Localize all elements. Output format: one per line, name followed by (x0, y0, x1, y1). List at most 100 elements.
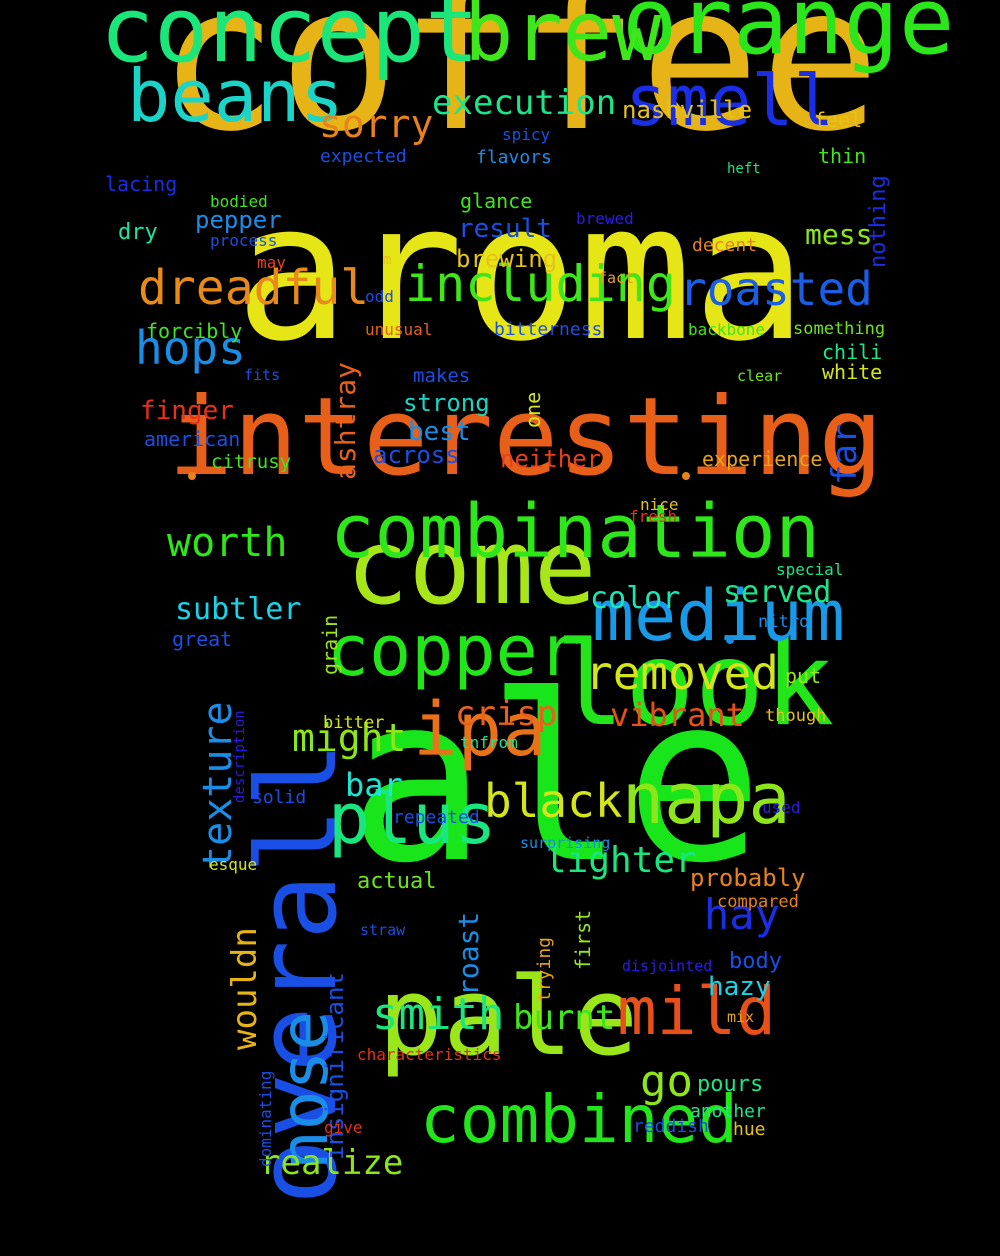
cloud-word-combination: combination (330, 488, 821, 575)
cloud-word-wouldn: wouldn (225, 927, 265, 1050)
cloud-word-give: give (324, 1118, 363, 1138)
cloud-word-lacing: lacing (105, 172, 178, 196)
cloud-word-compared: compared (717, 892, 799, 913)
cloud-word-backbone: backbone (688, 320, 766, 340)
cloud-word-result: result (458, 214, 552, 245)
cloud-word-ale: ale (348, 647, 764, 914)
cloud-word-description: description (232, 710, 248, 803)
cloud-word-citrusy: citrusy (211, 450, 292, 473)
cloud-word-m: m (383, 251, 392, 268)
cloud-dot (188, 472, 196, 480)
cloud-word-ashtray: ashtray (329, 361, 362, 480)
cloud-word-one: one (521, 391, 545, 428)
cloud-word-great: great (172, 627, 233, 651)
cloud-word-finger: finger (140, 396, 234, 427)
cloud-word-dominating: dominating (256, 1070, 275, 1167)
cloud-word-including: including (405, 255, 676, 313)
cloud-word-reddish: reddish (633, 1115, 709, 1137)
cloud-word-first: first (571, 909, 595, 970)
cloud-word-execution: execution (432, 82, 617, 123)
cloud-dot (682, 472, 690, 480)
cloud-word-nice: nice (640, 495, 679, 515)
cloud-word-feel: feel (814, 108, 863, 132)
cloud-word-realize: realize (260, 1142, 404, 1183)
cloud-word-copper: copper (327, 610, 580, 692)
cloud-word-plus: plus (328, 778, 497, 860)
cloud-word-across: across (373, 440, 460, 469)
cloud-word-worth: worth (167, 520, 288, 566)
cloud-word-subtler: subtler (175, 592, 302, 627)
cloud-word-grain: grain (318, 614, 342, 675)
cloud-word-pepper: pepper (195, 205, 282, 234)
cloud-word-forcibly: forcibly (146, 319, 243, 343)
cloud-word-brewed: brewed (576, 209, 634, 229)
cloud-dot (726, 636, 734, 644)
cloud-word-smell: smell (625, 60, 836, 142)
cloud-word-bitterness: bitterness (494, 318, 603, 340)
cloud-word-decent: decent (692, 234, 758, 256)
cloud-word-roasted: roasted (679, 262, 873, 317)
cloud-word-brewing: brewing (456, 244, 558, 273)
cloud-word-glance: glance (460, 189, 533, 213)
cloud-word-removed: removed (585, 646, 779, 701)
cloud-word-lighter: lighter (545, 840, 697, 882)
cloud-word-ipa: ipa (413, 686, 547, 773)
cloud-word-come: come (346, 505, 597, 628)
cloud-word-hue: hue (733, 1118, 766, 1140)
cloud-word-heft: heft (727, 160, 761, 177)
cloud-word-solid: solid (252, 786, 307, 808)
cloud-word-may: may (257, 253, 286, 273)
cloud-word-hops: hops (135, 321, 246, 376)
cloud-word-experience: experience (702, 447, 823, 471)
cloud-word-expected: expected (320, 145, 407, 167)
cloud-word-bar: bar (345, 766, 403, 805)
cloud-word-repeated: repeated (393, 806, 480, 828)
cloud-word-bitter: bitter (323, 713, 385, 734)
cloud-word-look: look (555, 617, 835, 753)
cloud-word-might: might (292, 715, 407, 760)
cloud-word-fits: fits (244, 366, 281, 384)
cloud-word-strong: strong (403, 388, 490, 417)
cloud-word-nitro: nitro (758, 612, 810, 633)
cloud-word-american: american (144, 427, 241, 451)
cloud-word-color: color (590, 581, 681, 616)
cloud-word-sorry: sorry (319, 101, 434, 146)
cloud-word-orange: orange (622, 0, 955, 76)
cloud-word-served: served (723, 575, 832, 610)
cloud-word-tnfrom: tnfrom (460, 733, 518, 753)
cloud-word-crisp: crisp (455, 693, 558, 734)
cloud-word-clear: clear (737, 367, 783, 385)
cloud-word-napa: napa (622, 758, 791, 840)
cloud-word-pale: pale (378, 954, 639, 1080)
cloud-word-black: black (484, 774, 623, 829)
cloud-word-surprising: surprising (520, 834, 611, 852)
cloud-word-chili: chili (822, 340, 883, 364)
cloud-word-bodied: bodied (210, 192, 268, 212)
cloud-word-smith: smith (372, 988, 505, 1040)
cloud-word-go: go (640, 1055, 693, 1107)
cloud-word-fresh: fresh (629, 507, 678, 527)
cloud-word-interesting: interesting (168, 374, 884, 500)
cloud-word-beans: beans (127, 54, 344, 139)
cloud-word-far: far (825, 423, 865, 485)
cloud-word-roast: roast (452, 911, 485, 996)
cloud-word-burnt: burnt (513, 997, 616, 1038)
cloud-word-disjointed: disjointed (622, 957, 713, 975)
cloud-word-pours: pours (697, 1072, 764, 1098)
cloud-word-neither: neither (500, 444, 602, 473)
cloud-word-esque: esque (209, 855, 258, 875)
cloud-word-unusual: unusual (365, 320, 433, 340)
cloud-word-put: put (785, 664, 822, 688)
cloud-word-process: process (210, 231, 278, 251)
cloud-word-probably: probably (690, 863, 806, 892)
cloud-word-mix: mix (727, 1008, 755, 1026)
cloud-word-coffee: coffee (158, 0, 881, 176)
cloud-word-body: body (729, 949, 782, 975)
cloud-word-though: though (765, 706, 827, 727)
cloud-word-vibrant: vibrant (610, 696, 745, 735)
cloud-word-actual: actual (357, 869, 437, 895)
cloud-word-fact: fact (598, 269, 635, 287)
cloud-word-white: white (822, 360, 883, 384)
cloud-word-medium: medium (592, 575, 845, 657)
